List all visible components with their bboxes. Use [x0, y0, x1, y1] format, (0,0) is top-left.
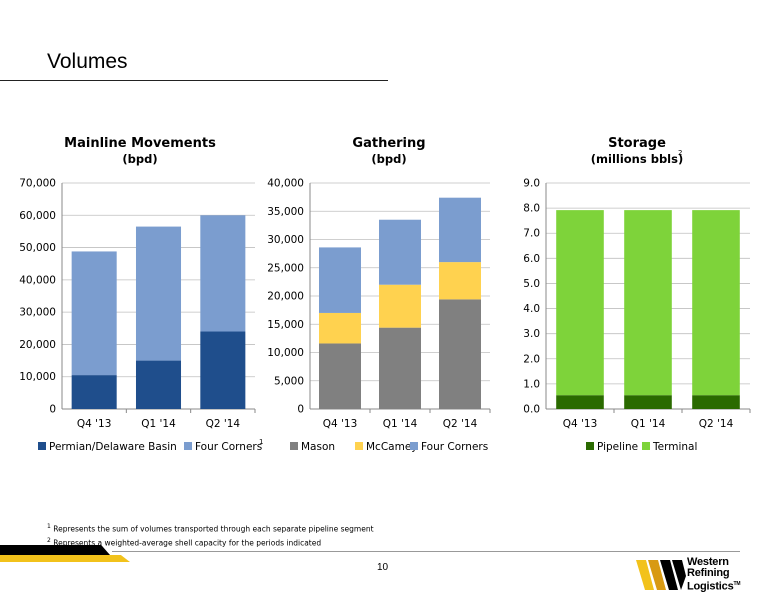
x-tick-label: Q2 '14 — [699, 418, 734, 430]
legend-label: Four Corners — [195, 441, 262, 453]
y-tick-label: 0 — [297, 404, 304, 416]
bar-segment — [379, 219, 421, 285]
bar-segment — [379, 284, 421, 328]
bar-segment — [556, 395, 604, 409]
title-divider — [0, 80, 388, 81]
y-tick-label: 2.0 — [523, 353, 540, 365]
footer-divider — [112, 551, 740, 552]
y-tick-label: 30,000 — [267, 234, 304, 246]
bar-segment — [439, 197, 481, 263]
y-tick-label: 5,000 — [274, 375, 304, 387]
y-tick-label: 3.0 — [523, 328, 540, 340]
y-tick-label: 30,000 — [19, 307, 56, 319]
footer-band-black — [0, 545, 110, 555]
chart-title: Storage — [608, 136, 666, 151]
y-tick-label: 25,000 — [267, 262, 304, 274]
legend-swatch — [410, 442, 418, 450]
y-tick-label: 35,000 — [267, 206, 304, 218]
footer-band-yellow — [0, 555, 130, 562]
x-tick-label: Q2 '14 — [206, 418, 241, 430]
y-tick-label: 40,000 — [19, 274, 56, 286]
x-tick-label: Q4 '13 — [323, 418, 358, 430]
y-tick-label: 10,000 — [19, 371, 56, 383]
legend-label: Mason — [301, 441, 335, 453]
y-tick-label: 5.0 — [523, 278, 540, 290]
bar-segment — [556, 210, 604, 396]
y-tick-label: 9.0 — [523, 178, 540, 190]
bar-segment — [71, 251, 117, 376]
y-tick-label: 10,000 — [267, 347, 304, 359]
footnote-2: 2 Represents a weighted-average shell ca… — [47, 536, 322, 548]
bar-segment — [319, 312, 361, 344]
y-tick-label: 4.0 — [523, 303, 540, 315]
legend-label: Terminal — [652, 441, 697, 453]
y-tick-label: 20,000 — [19, 339, 56, 351]
y-tick-label: 40,000 — [267, 178, 304, 190]
y-tick-label: 20,000 — [267, 291, 304, 303]
y-tick-label: 6.0 — [523, 253, 540, 265]
bar-segment — [692, 210, 740, 396]
x-tick-label: Q4 '13 — [77, 418, 112, 430]
y-tick-label: 0.0 — [523, 404, 540, 416]
bar-segment — [319, 247, 361, 313]
footnote-1: 1 Represents the sum of volumes transpor… — [47, 523, 374, 534]
legend-label: McCamey — [366, 441, 418, 453]
chart-subtitle: (bpd) — [371, 152, 406, 166]
chart-subtitle: (millions bbls) — [591, 152, 683, 166]
wrl-logo-icon — [636, 560, 686, 590]
y-tick-label: 1.0 — [523, 378, 540, 390]
y-tick-label: 0 — [49, 404, 56, 416]
legend-swatch — [586, 442, 594, 450]
x-tick-label: Q2 '14 — [443, 418, 478, 430]
x-tick-label: Q4 '13 — [563, 418, 598, 430]
x-tick-label: Q1 '14 — [631, 418, 666, 430]
chart-title: Gathering — [352, 136, 425, 151]
legend-superscript: 1 — [259, 438, 263, 446]
footnotes: 1 Represents the sum of volumes transpor… — [47, 521, 374, 548]
y-tick-label: 7.0 — [523, 228, 540, 240]
legend-label: Pipeline — [597, 441, 638, 453]
bar-segment — [439, 299, 481, 409]
legend-label: Four Corners — [421, 441, 488, 453]
chart-title: Mainline Movements — [64, 136, 216, 151]
legend-label: Permian/Delaware Basin — [49, 441, 177, 453]
chart-subtitle: (bpd) — [122, 152, 157, 166]
legend-swatch — [38, 442, 46, 450]
y-tick-label: 70,000 — [19, 178, 56, 190]
bar-segment — [71, 375, 117, 409]
bar-segment — [379, 327, 421, 409]
bar-segment — [439, 262, 481, 300]
bar-segment — [200, 215, 246, 332]
page-title: Volumes — [47, 50, 128, 73]
bar-segment — [135, 360, 182, 409]
bar-segment — [692, 395, 740, 409]
bar-segment — [624, 210, 672, 396]
bar-segment — [135, 226, 182, 361]
x-tick-label: Q1 '14 — [383, 418, 418, 430]
x-tick-label: Q1 '14 — [141, 418, 176, 430]
legend-swatch — [290, 442, 298, 450]
chart-title-superscript: 2 — [678, 149, 682, 157]
page-number: 10 — [377, 562, 389, 573]
legend-swatch — [184, 442, 192, 450]
y-tick-label: 8.0 — [523, 203, 540, 215]
logo-wordmark: Western Refining LogisticsTM — [687, 556, 741, 593]
bar-segment — [319, 343, 361, 409]
bar-segment — [624, 395, 672, 409]
bar-segment — [200, 331, 246, 409]
y-tick-label: 60,000 — [19, 210, 56, 222]
legend-swatch — [642, 442, 650, 450]
y-tick-label: 15,000 — [267, 319, 304, 331]
y-tick-label: 50,000 — [19, 242, 56, 254]
legend-swatch — [355, 442, 363, 450]
